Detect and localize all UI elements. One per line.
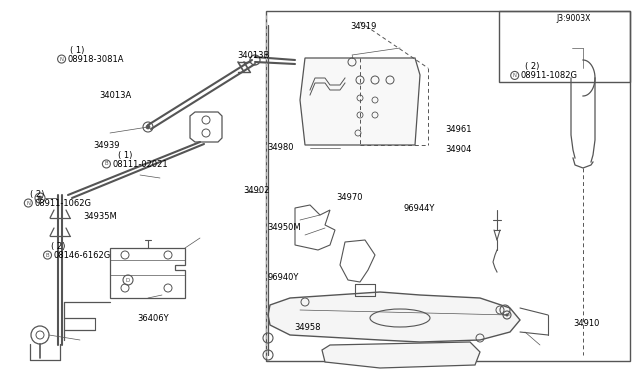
Text: 34013A: 34013A — [99, 91, 131, 100]
Text: ( 2): ( 2) — [525, 62, 539, 71]
Text: 08918-3081A: 08918-3081A — [68, 55, 124, 64]
Text: 36406Y: 36406Y — [138, 314, 169, 323]
Polygon shape — [268, 292, 520, 342]
Circle shape — [38, 196, 42, 200]
Text: N: N — [60, 57, 63, 61]
Bar — [266, 11, 630, 361]
Text: 96940Y: 96940Y — [268, 273, 299, 282]
Text: 34013B: 34013B — [237, 51, 269, 60]
Circle shape — [146, 125, 150, 129]
Text: 34961: 34961 — [445, 125, 471, 134]
Text: 08146-6162G: 08146-6162G — [54, 251, 111, 260]
Text: N: N — [26, 201, 30, 205]
Text: ( 2): ( 2) — [51, 242, 65, 251]
Text: 08911-1082G: 08911-1082G — [521, 71, 578, 80]
Text: 34939: 34939 — [93, 141, 119, 150]
Text: 34902: 34902 — [243, 186, 269, 195]
Polygon shape — [322, 342, 480, 368]
Text: 34980: 34980 — [268, 143, 294, 152]
Text: 08911-1062G: 08911-1062G — [35, 199, 92, 208]
Text: 34919: 34919 — [351, 22, 377, 31]
Text: ( 1): ( 1) — [70, 46, 84, 55]
Text: 34970: 34970 — [336, 193, 362, 202]
Text: J3:9003X: J3:9003X — [557, 14, 591, 23]
Circle shape — [506, 314, 509, 317]
Text: 34910: 34910 — [573, 319, 599, 328]
Text: 34904: 34904 — [445, 145, 471, 154]
Text: ( 1): ( 1) — [118, 151, 132, 160]
Text: ( 2): ( 2) — [30, 190, 44, 199]
Text: B: B — [104, 161, 108, 166]
Text: 34958: 34958 — [294, 323, 321, 332]
Text: B: B — [45, 253, 49, 257]
Text: 08111-02021: 08111-02021 — [113, 160, 168, 169]
Text: N: N — [513, 73, 516, 78]
Polygon shape — [300, 58, 420, 145]
Text: 96944Y: 96944Y — [403, 204, 435, 213]
Bar — [499, 11, 630, 82]
Text: 34935M: 34935M — [83, 212, 117, 221]
Text: 34950M: 34950M — [268, 223, 301, 232]
Text: D: D — [126, 278, 130, 282]
